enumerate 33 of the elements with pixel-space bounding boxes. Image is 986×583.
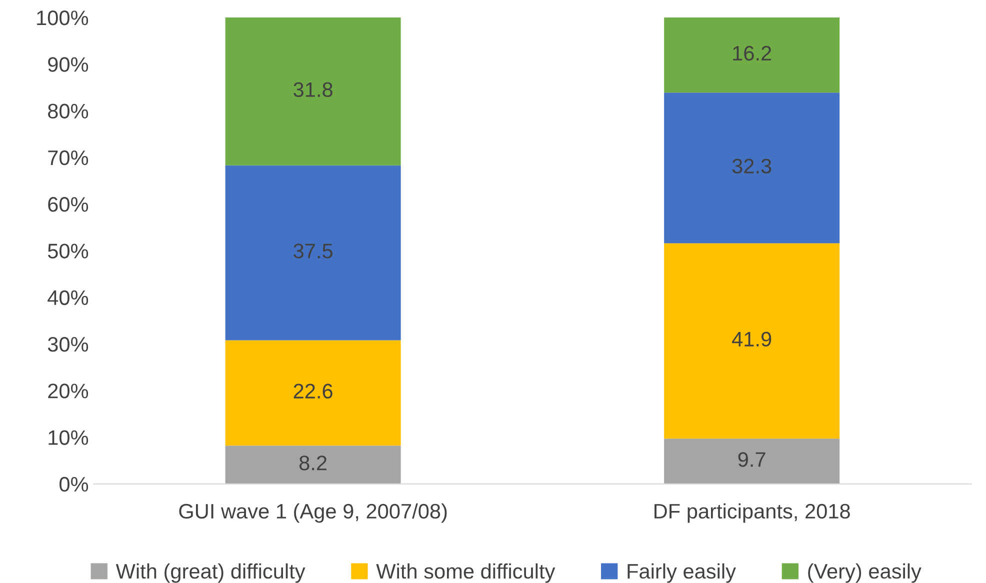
bar: [664, 438, 840, 484]
y-tick-label: 90%: [48, 57, 88, 72]
y-tick-label: 0%: [60, 476, 88, 492]
bar: [225, 165, 401, 340]
data-label: 32.3: [732, 158, 772, 174]
y-tick-label: 20%: [48, 384, 88, 398]
data-label: 41.9: [732, 332, 772, 347]
bar: [664, 17, 840, 93]
bar: [664, 92, 840, 244]
legend-label: (Very) easily: [808, 563, 922, 583]
bar: [225, 340, 401, 446]
x-tick-label: GUI wave 1 (Age 9, 2007/08): [179, 503, 447, 523]
y-tick-label: 70%: [48, 150, 88, 166]
y-tick-label: 30%: [48, 336, 88, 352]
y-tick-label: 60%: [48, 197, 88, 212]
y-tick-label: 40%: [48, 290, 88, 306]
legend-label: With some difficulty: [376, 563, 556, 583]
bar: [225, 17, 401, 166]
data-label: 8.2: [299, 456, 326, 470]
y-tick-label: 100%: [37, 10, 88, 26]
y-tick-label: 50%: [48, 244, 88, 258]
x-tick-label: DF participants, 2018: [654, 503, 850, 523]
legend-label: Fairly easily: [628, 563, 736, 583]
legend-label: With (great) difficulty: [116, 563, 306, 583]
bar: [664, 243, 840, 439]
data-label: 31.8: [294, 82, 332, 98]
bar: [225, 446, 401, 484]
data-label: 22.6: [294, 384, 332, 399]
data-label: 16.2: [733, 46, 772, 61]
y-tick-label: 10%: [48, 430, 88, 446]
data-label: 9.7: [738, 452, 766, 467]
y-tick-label: 80%: [48, 104, 88, 119]
data-label: 37.5: [294, 244, 332, 258]
